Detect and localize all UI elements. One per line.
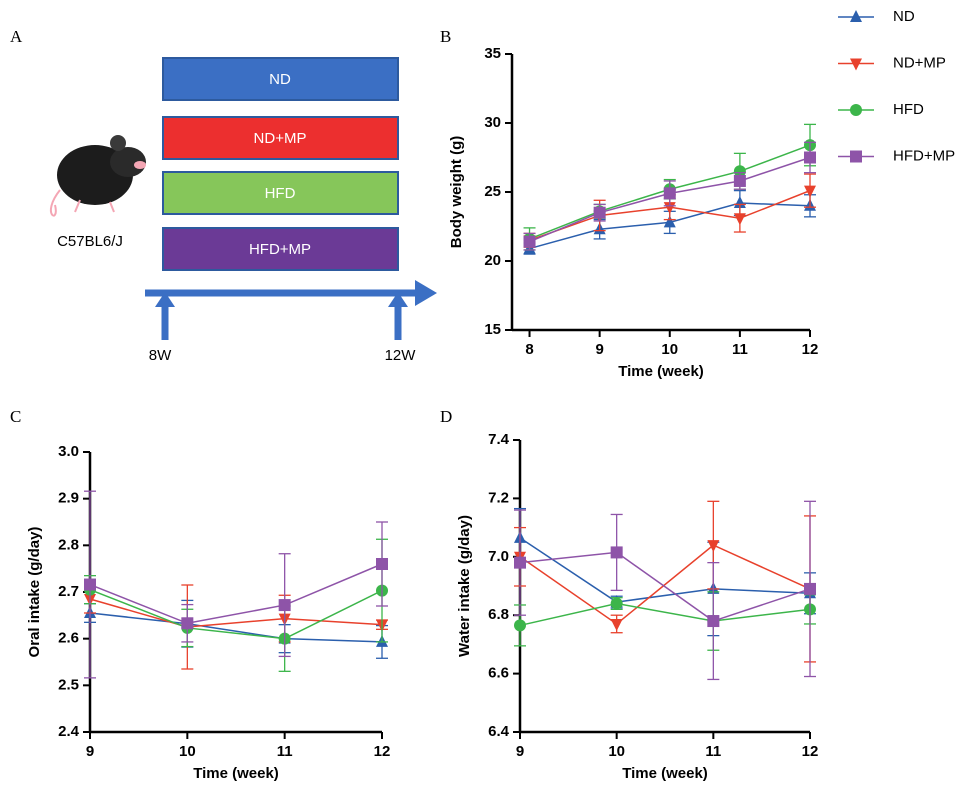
y-tick-label: 20 — [484, 252, 501, 269]
y-tick-label: 35 — [484, 45, 501, 62]
data-point — [733, 165, 746, 178]
y-tick-label: 7.4 — [488, 431, 510, 448]
y-tick-label: 6.8 — [488, 606, 509, 623]
x-axis-title: Time (week) — [622, 765, 708, 782]
series-line — [519, 544, 811, 625]
series-line — [519, 551, 811, 622]
data-point — [610, 546, 623, 559]
timepoint-arrow — [388, 292, 408, 307]
group-box — [162, 116, 399, 160]
data-point — [181, 617, 194, 630]
x-tick-label: 12 — [374, 743, 391, 760]
y-axis-title: Water intake (g/day) — [456, 515, 473, 657]
timepoint-arrow — [155, 292, 175, 307]
panel-label: D — [440, 407, 452, 426]
series-line — [89, 588, 383, 640]
data-point — [610, 618, 623, 631]
x-axis-title: Time (week) — [193, 765, 279, 782]
legend-marker — [850, 104, 862, 116]
panel-label: A — [10, 27, 23, 46]
y-tick-label: 7.0 — [488, 548, 509, 565]
x-tick-label: 12 — [802, 743, 819, 760]
data-point — [376, 558, 388, 570]
data-point — [278, 599, 291, 612]
timepoint-label: 12W — [385, 347, 417, 364]
x-tick-label: 10 — [179, 743, 196, 760]
x-tick-label: 11 — [705, 743, 721, 760]
panel-label: C — [10, 407, 21, 426]
legend-label: HFD — [893, 101, 924, 118]
x-tick-label: 11 — [277, 743, 293, 760]
y-tick-label: 7.2 — [488, 489, 509, 506]
y-tick-label: 30 — [484, 114, 501, 131]
legend-label: ND — [893, 8, 915, 25]
y-axis-title: Body weight (g) — [448, 136, 465, 249]
strain-label: C57BL6/J — [57, 233, 123, 250]
timepoint-label: 8W — [149, 347, 172, 364]
y-tick-label: 15 — [484, 321, 501, 338]
y-tick-label: 2.9 — [58, 490, 79, 507]
y-axis-title: Oral intake (g/day) — [26, 527, 43, 658]
x-tick-label: 9 — [516, 743, 524, 760]
panel-label: B — [440, 27, 451, 46]
x-tick-label: 10 — [608, 743, 625, 760]
timeline-arrowhead — [415, 280, 437, 306]
y-tick-label: 2.6 — [58, 630, 79, 647]
data-point — [804, 185, 816, 198]
data-point — [84, 578, 96, 591]
series-line — [89, 563, 383, 625]
group-box — [162, 227, 399, 271]
series-line — [519, 537, 811, 603]
series-line — [89, 598, 383, 628]
data-point — [733, 213, 746, 226]
x-tick-label: 12 — [802, 341, 819, 358]
data-point — [733, 174, 746, 187]
group-label: ND — [269, 71, 291, 88]
data-point — [804, 151, 816, 164]
y-tick-label: 3.0 — [58, 443, 79, 460]
y-tick-label: 2.4 — [58, 723, 80, 740]
data-point — [707, 615, 720, 628]
legend-marker — [850, 58, 862, 71]
y-tick-label: 6.4 — [488, 723, 510, 740]
y-tick-label: 2.8 — [58, 536, 79, 553]
group-box — [162, 171, 399, 215]
data-point — [610, 597, 623, 610]
x-tick-label: 10 — [661, 341, 678, 358]
mouse-icon — [49, 135, 146, 217]
data-point — [663, 215, 676, 228]
data-point — [514, 619, 526, 632]
y-tick-label: 25 — [484, 183, 501, 200]
group-label: HFD — [265, 185, 296, 202]
data-point — [707, 540, 720, 553]
y-tick-label: 6.6 — [488, 665, 509, 682]
data-point — [514, 556, 526, 569]
x-tick-label: 9 — [595, 341, 603, 358]
legend-marker — [850, 10, 862, 22]
x-tick-label: 8 — [525, 341, 533, 358]
series-line — [519, 602, 811, 627]
x-axis-title: Time (week) — [618, 363, 704, 380]
group-label: HFD+MP — [249, 241, 311, 258]
group-box — [162, 57, 399, 101]
data-point — [593, 206, 606, 219]
data-point — [523, 235, 536, 248]
series-line — [89, 612, 383, 643]
data-point — [663, 187, 676, 200]
x-tick-label: 11 — [732, 341, 748, 358]
group-label: ND+MP — [254, 130, 307, 147]
data-point — [804, 582, 816, 595]
x-tick-label: 9 — [86, 743, 94, 760]
legend-label: ND+MP — [893, 54, 946, 71]
legend-label: HFD+MP — [893, 147, 955, 164]
y-tick-label: 2.7 — [58, 583, 79, 600]
y-tick-label: 2.5 — [58, 676, 79, 693]
legend-marker — [850, 150, 862, 163]
